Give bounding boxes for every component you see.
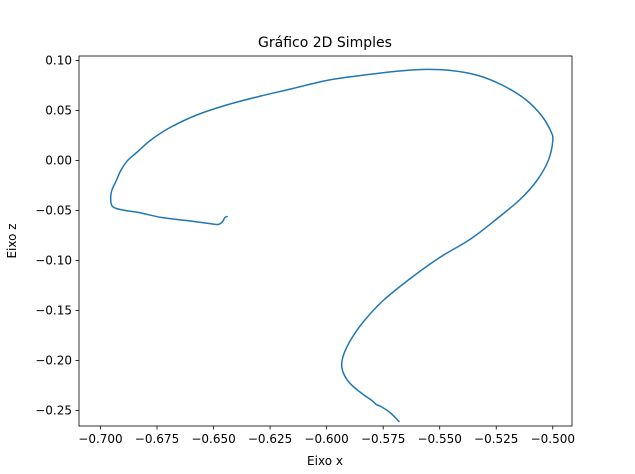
- x-tick-label: −0.650: [191, 432, 235, 446]
- y-axis: 0.10 0.05 0.00 −0.05 −0.10 −0.15 −0.20 −0.25: [35, 54, 79, 418]
- x-axis-label: Eixo x: [307, 454, 343, 468]
- y-tick-label: 0.10: [45, 54, 72, 68]
- x-tick-label: −0.525: [474, 432, 518, 446]
- y-tick-label: −0.10: [35, 254, 72, 268]
- y-tick-label: −0.20: [35, 354, 72, 368]
- axes-background: [79, 56, 572, 426]
- x-tick-label: −0.700: [78, 432, 122, 446]
- series-line: [109, 68, 554, 423]
- x-tick-label: −0.675: [135, 432, 179, 446]
- y-tick-label: −0.15: [35, 304, 72, 318]
- series-layer: [109, 68, 554, 423]
- x-tick-label: −0.550: [417, 432, 461, 446]
- y-axis-label: Eixo z: [5, 223, 19, 258]
- x-axis: −0.700 −0.675 −0.650 −0.625 −0.600 −0.575 −0.5…: [78, 426, 575, 446]
- y-tick-label: −0.05: [35, 204, 72, 218]
- plot-area: [78, 55, 573, 427]
- y-tick-label: −0.25: [35, 404, 72, 418]
- y-tick-label: 0.05: [45, 104, 72, 118]
- y-tick-label: 0.00: [45, 154, 72, 168]
- x-tick-label: −0.625: [248, 432, 292, 446]
- x-tick-label: −0.500: [531, 432, 575, 446]
- x-tick-label: −0.575: [361, 432, 405, 446]
- chart-title: Gráfico 2D Simples: [258, 35, 392, 51]
- axes-frame: [78, 55, 573, 427]
- x-tick-label: −0.600: [304, 432, 348, 446]
